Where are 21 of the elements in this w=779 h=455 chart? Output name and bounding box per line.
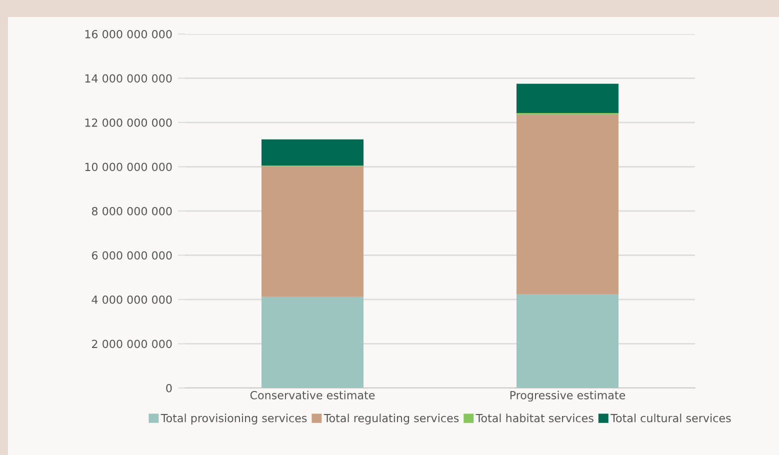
y-tick-label: 8 000 000 000 [92, 206, 172, 216]
x-tick-label: Progressive estimate [510, 390, 626, 402]
y-tick-label: 0 [166, 384, 172, 392]
y-tick-label: 16 000 000 000 [85, 30, 172, 38]
y-tick-label: 2 000 000 000 [92, 340, 172, 348]
y-tick-label: 6 000 000 000 [92, 251, 172, 260]
bar [262, 166, 364, 297]
y-tick-label: 4 000 000 000 [92, 295, 172, 304]
bar [516, 294, 618, 388]
legend-label: Total cultural services [610, 414, 731, 422]
x-tick-label: Conservative estimate [250, 390, 375, 400]
bar [262, 296, 364, 388]
y-tick-label: 12 000 000 000 [85, 118, 172, 127]
y-tick-label: 10 000 000 000 [85, 162, 172, 172]
legend-label: Total regulating services [324, 414, 459, 424]
y-tick-label: 14 000 000 000 [85, 74, 172, 83]
bar [516, 84, 618, 113]
bar [262, 139, 364, 166]
legend-label: Total provisioning services [160, 414, 307, 424]
legend-label: Total habitat services [476, 414, 594, 422]
bar [516, 114, 618, 294]
